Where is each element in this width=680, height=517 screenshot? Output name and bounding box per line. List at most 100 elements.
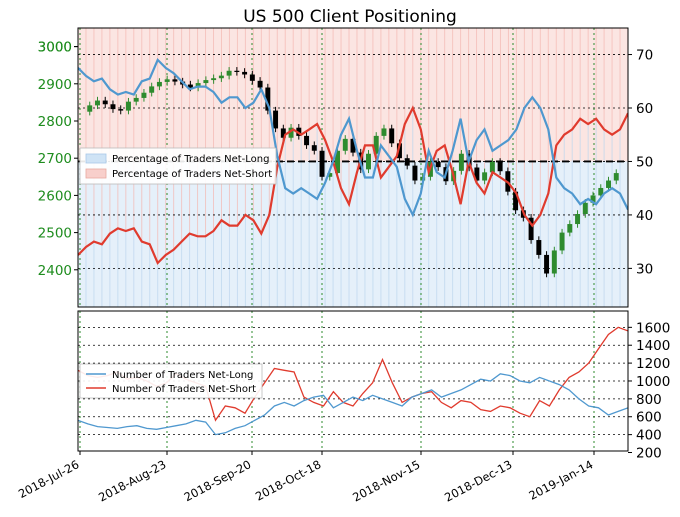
candle-body <box>156 81 162 87</box>
candle-body <box>95 100 100 106</box>
count-tick-label: 400 <box>636 428 662 444</box>
count-tick-label: 1600 <box>636 320 670 336</box>
price-tick-label: 2800 <box>38 114 72 130</box>
candle-body <box>110 104 116 110</box>
candle-body <box>598 187 604 196</box>
candle-body <box>335 150 340 174</box>
legend-label-count-long: Number of Traders Net-Long <box>112 370 253 381</box>
percent-tick-label: 30 <box>636 261 653 277</box>
legend-swatch-net-long <box>85 153 107 164</box>
date-tick-label: 2019-Jan-14 <box>527 457 596 502</box>
candle-body <box>195 83 201 88</box>
candle-body <box>396 143 402 159</box>
legend-label-net-short: Percentage of Traders Net-Short <box>112 169 272 180</box>
candle-body <box>234 70 240 72</box>
count-tick-label: 800 <box>636 392 662 408</box>
count-tick-label: 1400 <box>636 338 670 354</box>
percentage-axis: 30 40 50 60 70 <box>628 48 653 277</box>
number-net-long-line <box>78 373 628 436</box>
candle-body <box>288 127 294 138</box>
candle-body <box>311 145 317 151</box>
candle-body <box>125 101 131 111</box>
candle-body <box>203 80 209 84</box>
candle-body <box>551 250 557 274</box>
candle-body <box>404 158 410 166</box>
candle-body <box>497 161 503 172</box>
candle-body <box>489 161 495 173</box>
price-tick-label: 3000 <box>38 40 72 56</box>
candle-body <box>559 232 565 251</box>
candle-body <box>513 191 519 211</box>
candle-body <box>149 86 155 93</box>
date-axis: 2018-Jul-26 2018-Aug-23 2018-Sep-20 2018-Oc… <box>16 451 595 505</box>
date-tick-label: 2018-Oct-18 <box>253 457 324 503</box>
candle-body <box>187 84 193 88</box>
candle-body <box>164 79 170 82</box>
candle-body <box>296 127 302 136</box>
candle-body <box>482 172 488 181</box>
candle-body <box>613 173 619 181</box>
candle-body <box>265 87 271 111</box>
candle-body <box>118 109 124 111</box>
price-tick-label: 3000 <box>38 40 72 56</box>
legend-label-net-long: Percentage of Traders Net-Long <box>112 154 270 165</box>
candle-body <box>319 150 325 177</box>
candle-body <box>226 70 232 76</box>
candle-body <box>366 153 371 170</box>
price-tick-label: 2500 <box>38 226 72 242</box>
candle-body <box>381 128 387 136</box>
chart-title: US 500 Client Positioning <box>243 7 457 27</box>
bottom-legend: Number of Traders Net-Long Number of Tra… <box>79 363 263 399</box>
date-tick-label: 2018-Nov-15 <box>350 457 422 504</box>
top-panel-frame <box>77 27 629 308</box>
date-tick-label: 2018-Jul-26 <box>16 457 81 501</box>
price-tick-label: 2600 <box>38 188 72 204</box>
top-legend: Percentage of Traders Net-Long Percentag… <box>79 147 277 185</box>
candle-body <box>133 97 139 102</box>
candle-body <box>590 195 596 203</box>
candle-body <box>575 214 581 225</box>
candle-body <box>606 180 611 188</box>
net-long-percentage-line <box>78 57 628 218</box>
net-short-percentage-line <box>78 105 628 265</box>
candle-body <box>350 138 356 153</box>
candle-body <box>87 105 93 112</box>
price-tick-label: 2900 <box>38 77 72 93</box>
candle-body <box>474 167 480 181</box>
candle-body <box>528 217 534 241</box>
candle-body <box>249 74 255 81</box>
legend-swatch-net-short <box>85 168 107 179</box>
count-tick-label: 600 <box>636 410 662 426</box>
candle-body <box>102 100 108 105</box>
candle-body <box>544 254 550 274</box>
candle-body <box>435 161 441 168</box>
candle-body <box>327 173 333 177</box>
price-tick-label: 2700 <box>38 151 72 167</box>
percent-tick-label: 70 <box>636 48 653 64</box>
trader-count-axis: 200 400 600 800 1000 1200 1400 1600 <box>628 320 670 462</box>
candle-body <box>273 110 279 129</box>
candle-body <box>211 78 217 81</box>
candle-body <box>389 128 395 144</box>
candle-body <box>242 71 248 75</box>
candle-body <box>373 135 379 154</box>
candle-body <box>304 135 310 146</box>
candle-body <box>342 138 348 151</box>
date-tick-label: 2018-Dec-13 <box>442 457 514 504</box>
count-tick-label: 1000 <box>636 374 670 390</box>
candle-body <box>582 202 588 214</box>
candle-body <box>536 240 542 255</box>
percent-tick-label: 50 <box>636 154 653 170</box>
candle-body <box>172 79 178 82</box>
candle-body <box>257 80 263 88</box>
price-tick-label: 2400 <box>38 263 72 279</box>
candle-body <box>218 75 224 79</box>
count-tick-label: 1200 <box>636 356 670 372</box>
candle-body <box>458 153 464 171</box>
candle-body <box>567 224 573 233</box>
date-tick-label: 2018-Sep-20 <box>182 457 254 504</box>
candle-body <box>412 165 418 181</box>
percent-tick-label: 60 <box>636 101 653 117</box>
legend-label-count-short: Number of Traders Net-Short <box>112 384 256 395</box>
